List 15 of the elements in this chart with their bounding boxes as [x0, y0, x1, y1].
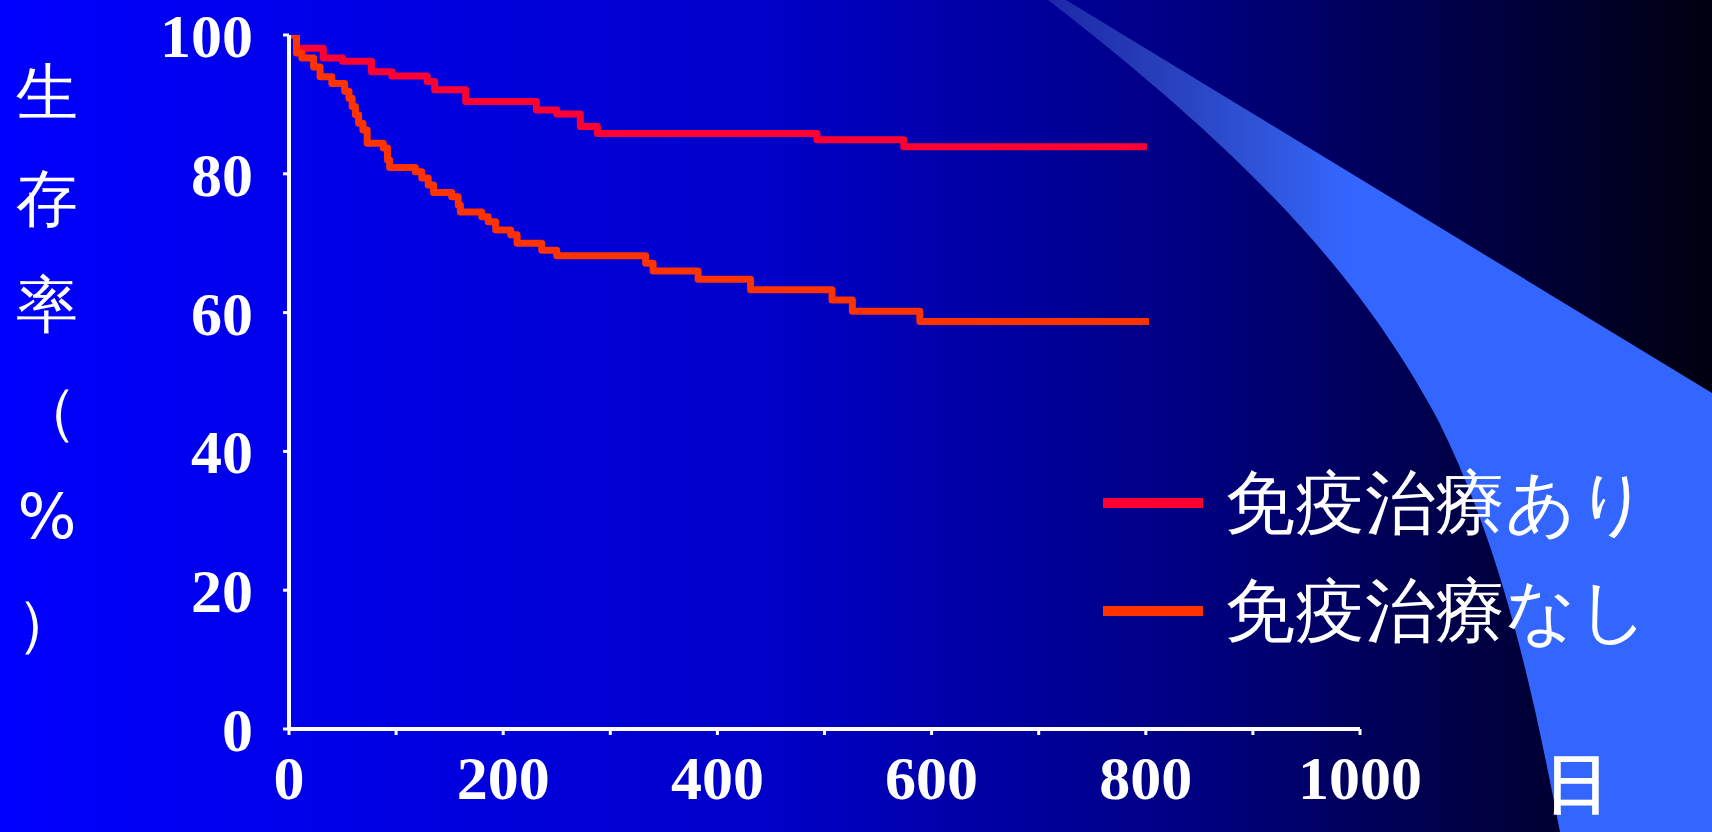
- y-tick-label: 100: [160, 2, 253, 71]
- legend-label: 免疫治療なし: [1225, 570, 1649, 652]
- y-tick-label: 60: [191, 279, 253, 348]
- x-axis-title: 日: [1545, 747, 1609, 821]
- y-tick-label: 0: [222, 696, 253, 765]
- y-tick-label: 40: [191, 418, 253, 487]
- x-tick-label: 1000: [1298, 744, 1422, 813]
- x-tick-label: 600: [885, 744, 979, 813]
- x-tick-label: 200: [456, 744, 550, 813]
- x-tick-label: 800: [1099, 744, 1193, 813]
- x-tick-label: 0: [273, 744, 305, 813]
- y-axis-title: 生存率（%）: [15, 55, 79, 661]
- x-tick-label: 400: [670, 744, 764, 813]
- y-tick-label: 80: [191, 140, 253, 209]
- y-tick-label: 20: [191, 557, 253, 626]
